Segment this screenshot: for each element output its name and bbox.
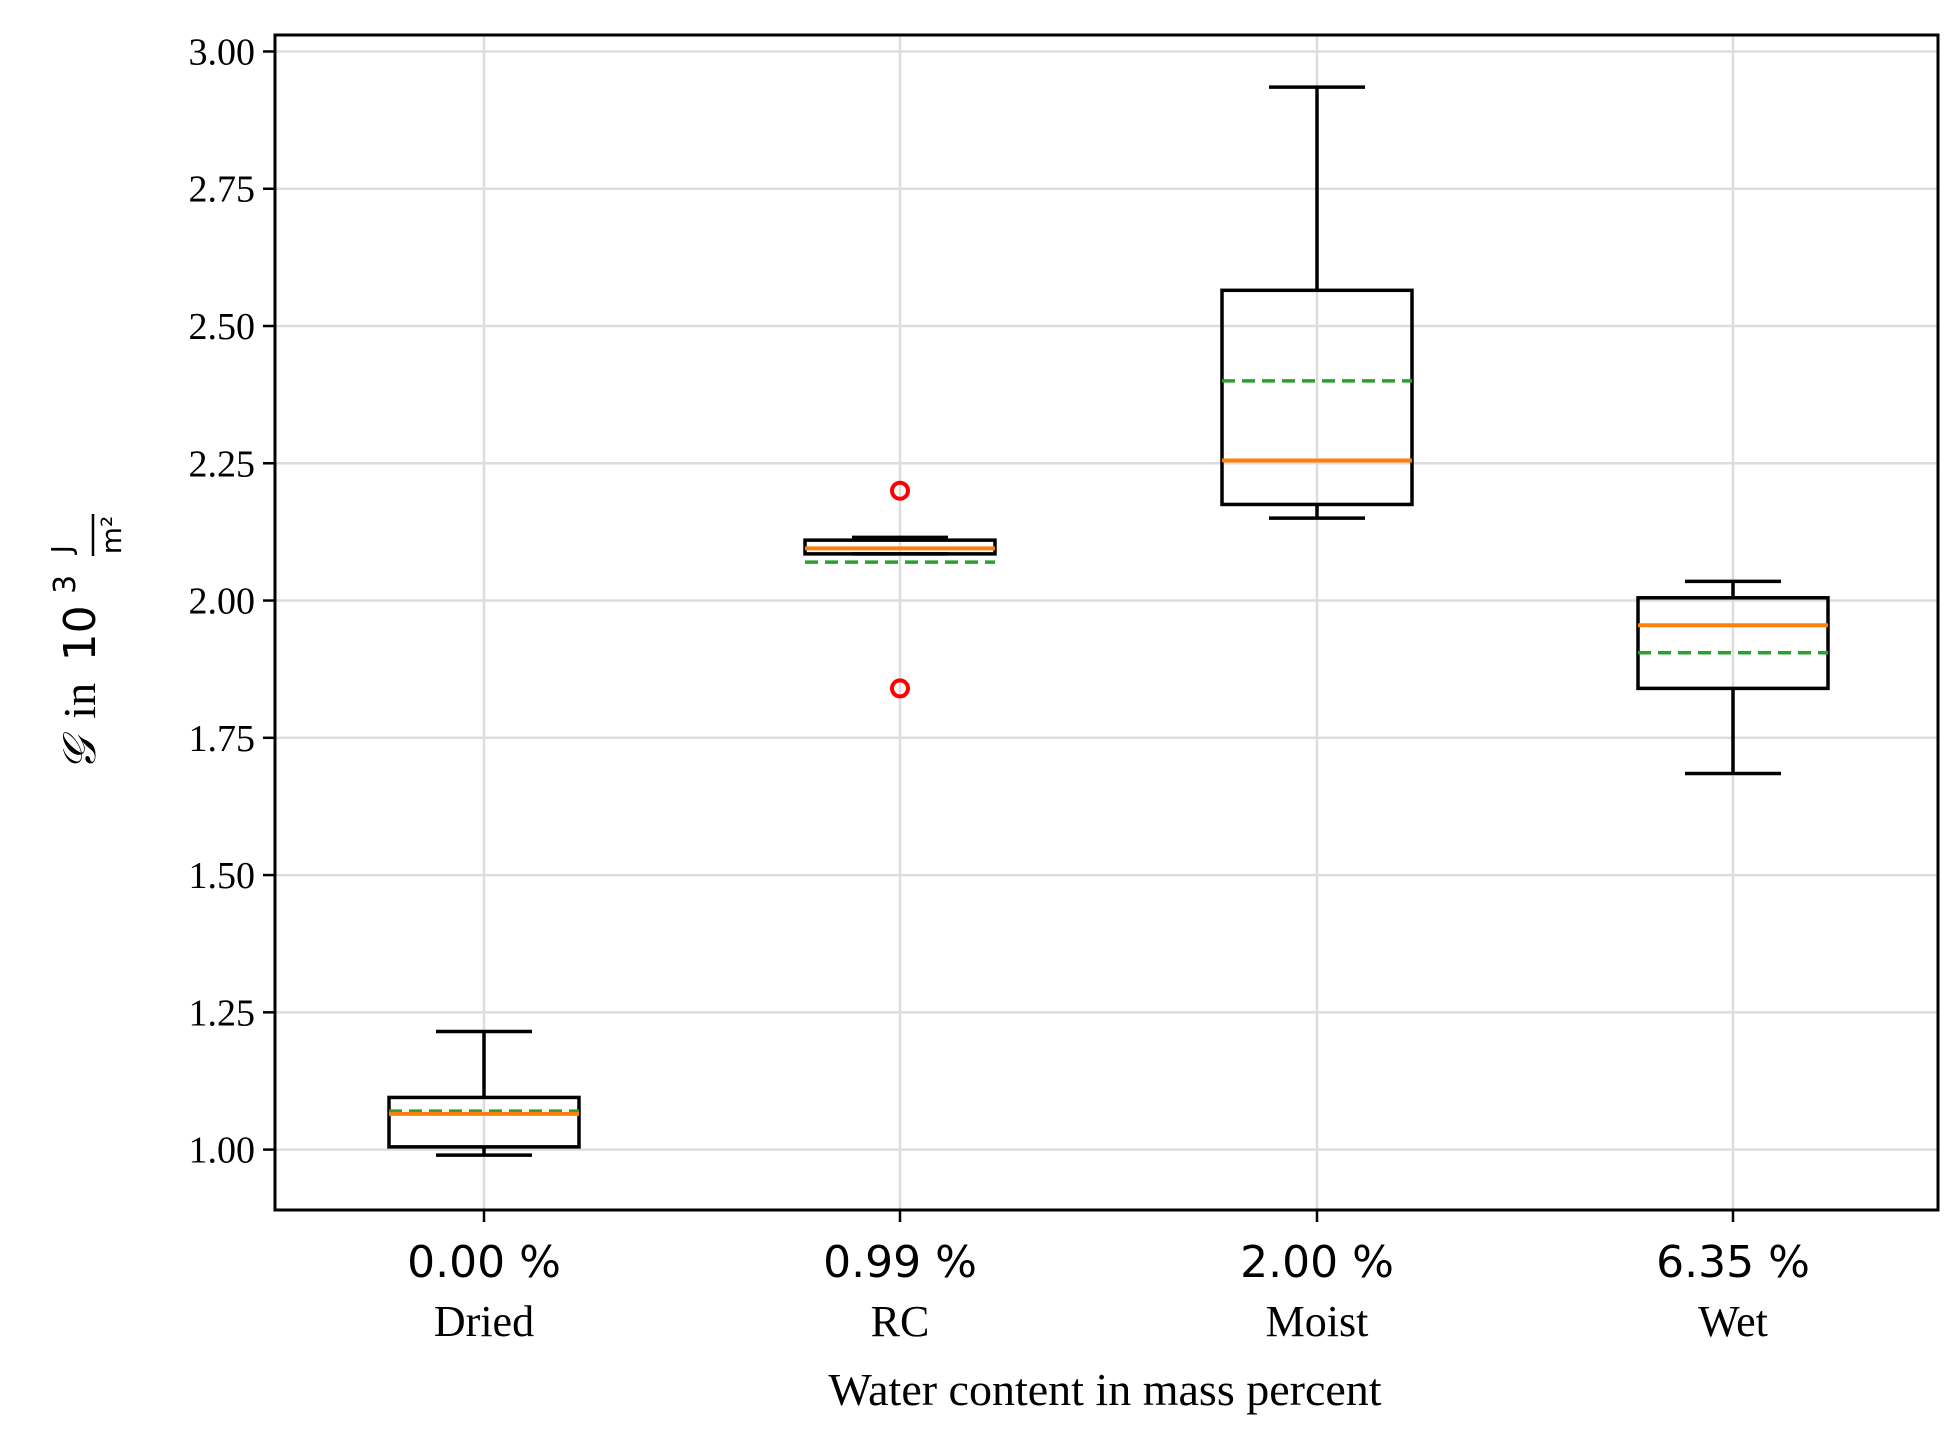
outlier-point <box>890 480 910 501</box>
x-axis-label: Water content in mass percent <box>828 1364 1381 1415</box>
y-axis-label-fraction: m² <box>91 514 128 556</box>
y-label-base: 10 <box>55 605 106 661</box>
x-tick-label: 2.00 % <box>1240 1237 1394 1288</box>
boxes-layer <box>387 85 1830 1157</box>
x-category-name: Wet <box>1698 1297 1768 1346</box>
y-tick-label: 2.75 <box>189 169 256 211</box>
box-wet <box>1636 579 1830 776</box>
y-label-symbol: 𝒢 <box>54 731 105 771</box>
y-tick-label: 3.00 <box>189 31 256 73</box>
box-rc <box>803 480 997 699</box>
box-iqr <box>1636 596 1830 691</box>
y-tick-label: 2.50 <box>189 306 256 348</box>
outlier-point <box>890 678 910 699</box>
svg-text:𝒢 in 10 3: 𝒢 in 10 3 J <box>34 545 106 771</box>
x-tick-label: 6.35 % <box>1656 1237 1810 1288</box>
x-category-name: Moist <box>1266 1297 1369 1346</box>
box-iqr <box>1220 288 1414 507</box>
y-axis-label: 𝒢 in 10 3 J <box>34 545 106 771</box>
x-tick-label: 0.00 % <box>407 1237 561 1288</box>
y-label-in: in <box>54 683 105 719</box>
plot-frame <box>273 33 1940 1212</box>
x-category-name: RC <box>871 1297 930 1346</box>
x-category-name: Dried <box>434 1297 534 1346</box>
box-moist <box>1220 85 1414 520</box>
y-label-unit-num: J <box>45 545 78 555</box>
box-dried <box>387 1029 581 1157</box>
box-iqr <box>387 1095 581 1149</box>
y-tick-label: 1.50 <box>189 855 256 897</box>
y-tick-label: 2.00 <box>189 581 256 623</box>
grid-lines <box>275 35 1938 1210</box>
y-label-exponent: 3 <box>48 575 83 594</box>
y-label-unit-den: m² <box>95 516 128 555</box>
x-axis: 0.00 % Dried 0.99 % RC 2.00 % Moist 6.35 % Wet <box>407 1210 1810 1346</box>
y-tick-label: 2.25 <box>189 443 256 485</box>
y-tick-label: 1.75 <box>189 718 256 760</box>
y-axis: 1.00 1.25 1.50 1.75 2.00 2.25 2.50 2.75 3.00 <box>189 31 275 1172</box>
y-tick-label: 1.00 <box>189 1130 256 1172</box>
x-tick-label: 0.99 % <box>823 1237 977 1288</box>
y-tick-label: 1.25 <box>189 992 256 1034</box>
